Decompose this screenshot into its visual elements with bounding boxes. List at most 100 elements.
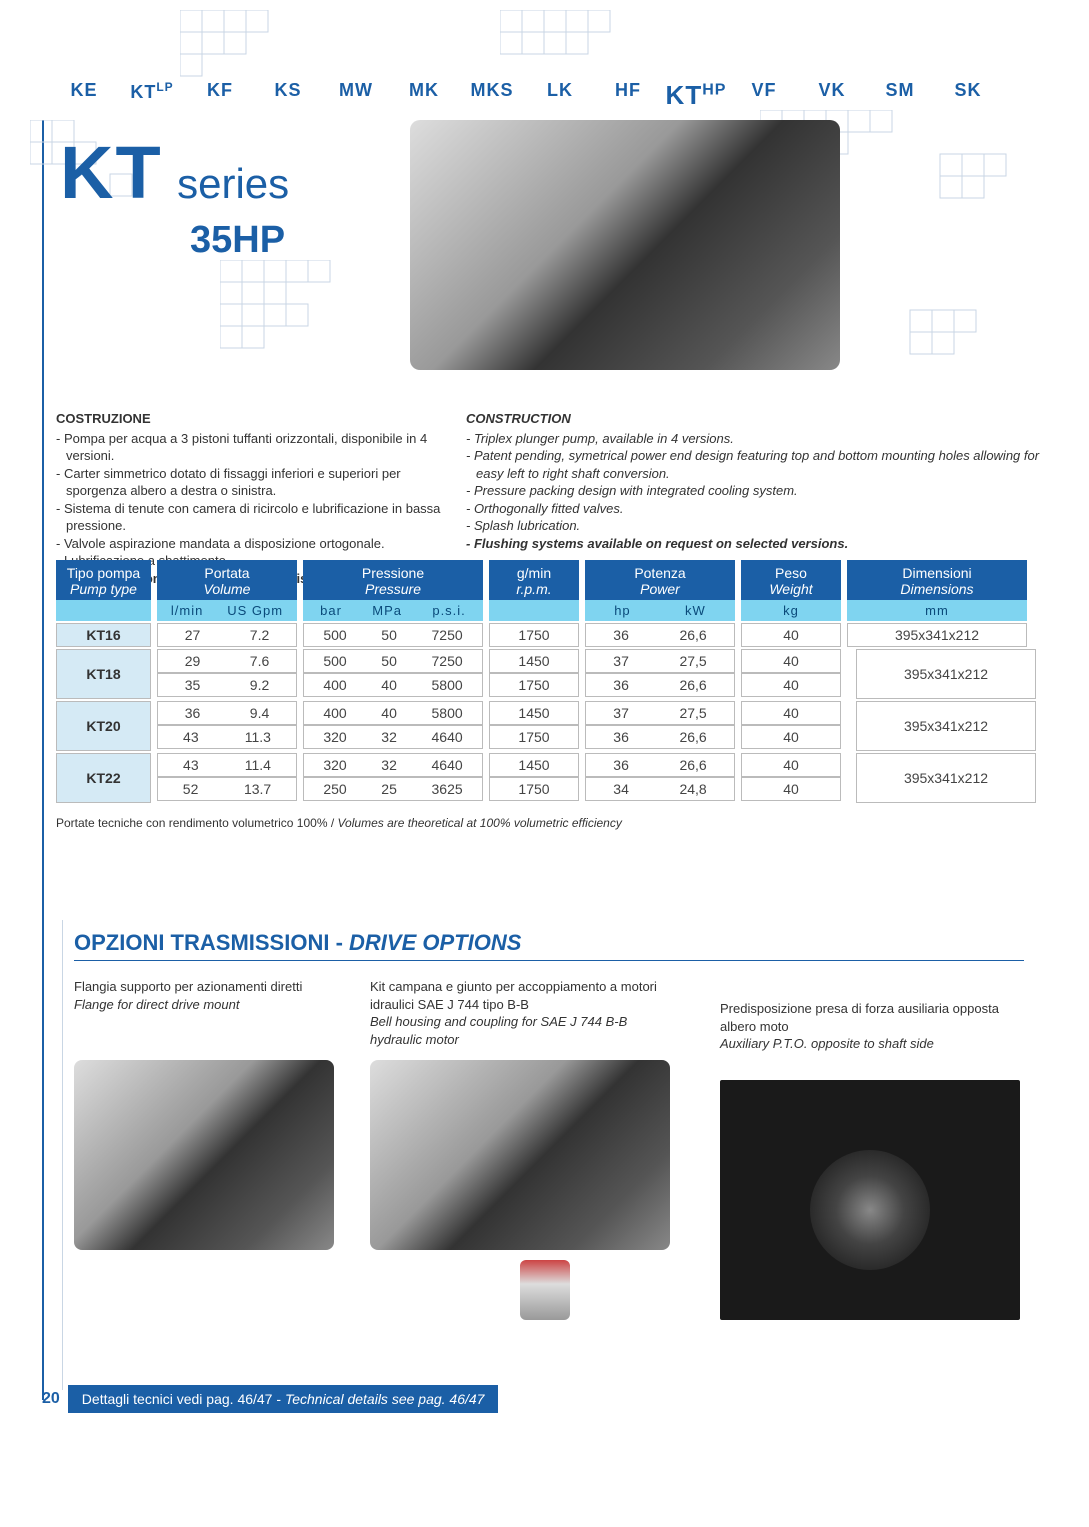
nav-item-sm[interactable]: SM (866, 80, 934, 111)
option-3-image (720, 1080, 1020, 1320)
cell-volume: 4311.3 (157, 725, 297, 749)
cell-volume: 4311.4 (157, 753, 297, 777)
cell-pressure: 320324640 (303, 753, 483, 777)
cell-dimensions: 395x341x212 (856, 753, 1036, 803)
cell-weight: 40 (741, 753, 841, 777)
table-header: DimensioniDimensions (847, 560, 1027, 600)
option-1: Flangia supporto per azionamenti diretti… (74, 978, 354, 1013)
cell-power: 3727,5 (585, 649, 735, 673)
construction-en-item: - Triplex plunger pump, available in 4 v… (466, 430, 1056, 448)
cell-rpm: 1450 (489, 753, 579, 777)
nav-item-hf[interactable]: HF (594, 80, 662, 111)
cell-rpm: 1750 (489, 673, 579, 697)
nav-item-mk[interactable]: MK (390, 80, 458, 111)
cell-weight: 40 (741, 673, 841, 697)
title-main: KT (60, 131, 163, 214)
option-1-image (74, 1060, 334, 1250)
model-cell: KT16 (56, 623, 151, 647)
cell-pressure: 500507250 (303, 649, 483, 673)
nav-item-ke[interactable]: KE (50, 80, 118, 111)
cell-power: 3626,6 (585, 673, 735, 697)
table-header: Tipo pompaPump type (56, 560, 151, 600)
table-header: PesoWeight (741, 560, 841, 600)
table-header: g/minr.p.m. (489, 560, 579, 600)
cell-rpm: 1450 (489, 701, 579, 725)
cell-dimensions: 395x341x212 (847, 623, 1027, 647)
table-header: PotenzaPower (585, 560, 735, 600)
cell-rpm: 1750 (489, 623, 579, 647)
series-nav: KEKTLPKFKSMWMKMKSLKHFKTHPVFVKSMSK (50, 80, 1069, 111)
footer-bar: Dettagli tecnici vedi pag. 46/47 - Techn… (68, 1385, 499, 1413)
options-heading: OPZIONI TRASMISSIONI - DRIVE OPTIONS (74, 930, 1024, 961)
table-subheader: hpkW (585, 600, 735, 621)
option-3: Predisposizione presa di forza ausiliari… (720, 1000, 1000, 1053)
grid-deco-top2 (500, 10, 660, 80)
cell-volume: 359.2 (157, 673, 297, 697)
table-subheader: barMPap.s.i. (303, 600, 483, 621)
cell-power: 3626,6 (585, 623, 735, 647)
cell-power: 3626,6 (585, 725, 735, 749)
construction-en-item: - Orthogonally fitted valves. (466, 500, 1056, 518)
construction-it-item: - Carter simmetrico dotato di fissaggi i… (56, 465, 456, 500)
option-2-image (370, 1060, 670, 1250)
page-number: 20 (42, 1390, 60, 1408)
table-subheader (56, 600, 151, 621)
cell-weight: 40 (741, 725, 841, 749)
cell-pressure: 320324640 (303, 725, 483, 749)
nav-item-ks[interactable]: KS (254, 80, 322, 111)
left-rule (42, 120, 44, 1400)
construction-it-heading: COSTRUZIONE (56, 410, 456, 428)
cell-volume: 277.2 (157, 623, 297, 647)
cell-volume: 5213.7 (157, 777, 297, 801)
construction-english: CONSTRUCTION - Triplex plunger pump, ava… (466, 410, 1056, 552)
table-header: PortataVolume (157, 560, 297, 600)
grid-deco-mid (220, 260, 400, 380)
cell-pressure: 500507250 (303, 623, 483, 647)
cell-pressure: 400405800 (303, 701, 483, 725)
construction-it-item: - Valvole aspirazione mandata a disposiz… (56, 535, 456, 553)
nav-item-mw[interactable]: MW (322, 80, 390, 111)
cell-rpm: 1750 (489, 777, 579, 801)
cell-weight: 40 (741, 623, 841, 647)
cell-weight: 40 (741, 649, 841, 673)
cell-pressure: 400405800 (303, 673, 483, 697)
construction-en-item: - Patent pending, symetrical power end d… (466, 447, 1056, 482)
option-2: Kit campana e giunto per accoppiamento a… (370, 978, 680, 1048)
cell-weight: 40 (741, 777, 841, 801)
cell-volume: 297.6 (157, 649, 297, 673)
model-cell: KT18 (56, 649, 151, 699)
pump-main-image (410, 120, 840, 370)
table-subheader: l/minUS Gpm (157, 600, 297, 621)
construction-en-item: - Pressure packing design with integrate… (466, 482, 1056, 500)
title-block: KT series 35HP (60, 130, 289, 262)
nav-item-lk[interactable]: LK (526, 80, 594, 111)
nav-item-ktlp[interactable]: KTLP (118, 80, 186, 111)
spec-table: Tipo pompaPump typePortataVolumePression… (56, 560, 1036, 803)
table-subheader: mm (847, 600, 1027, 621)
table-footnote: Portate tecniche con rendimento volumetr… (56, 816, 622, 830)
cell-power: 3727,5 (585, 701, 735, 725)
nav-item-sk[interactable]: SK (934, 80, 1002, 111)
title-hp: 35HP (190, 219, 289, 262)
title-series: series (177, 160, 289, 207)
cell-dimensions: 395x341x212 (856, 701, 1036, 751)
cell-power: 3626,6 (585, 753, 735, 777)
left-rule-thin (62, 920, 63, 1390)
construction-en-item: - Splash lubrication. (466, 517, 1056, 535)
cell-rpm: 1750 (489, 725, 579, 749)
cell-volume: 369.4 (157, 701, 297, 725)
coupling-image (520, 1260, 570, 1320)
construction-en-heading: CONSTRUCTION (466, 410, 1056, 428)
cell-pressure: 250253625 (303, 777, 483, 801)
nav-item-mks[interactable]: MKS (458, 80, 526, 111)
table-subheader (489, 600, 579, 621)
model-cell: KT20 (56, 701, 151, 751)
nav-item-kthp[interactable]: KTHP (662, 80, 730, 111)
construction-it-item: - Pompa per acqua a 3 pistoni tuffanti o… (56, 430, 456, 465)
nav-item-vf[interactable]: VF (730, 80, 798, 111)
grid-deco-top (180, 10, 400, 80)
nav-item-kf[interactable]: KF (186, 80, 254, 111)
construction-en-item: - Flushing systems available on request … (466, 535, 1056, 553)
cell-dimensions: 395x341x212 (856, 649, 1036, 699)
nav-item-vk[interactable]: VK (798, 80, 866, 111)
